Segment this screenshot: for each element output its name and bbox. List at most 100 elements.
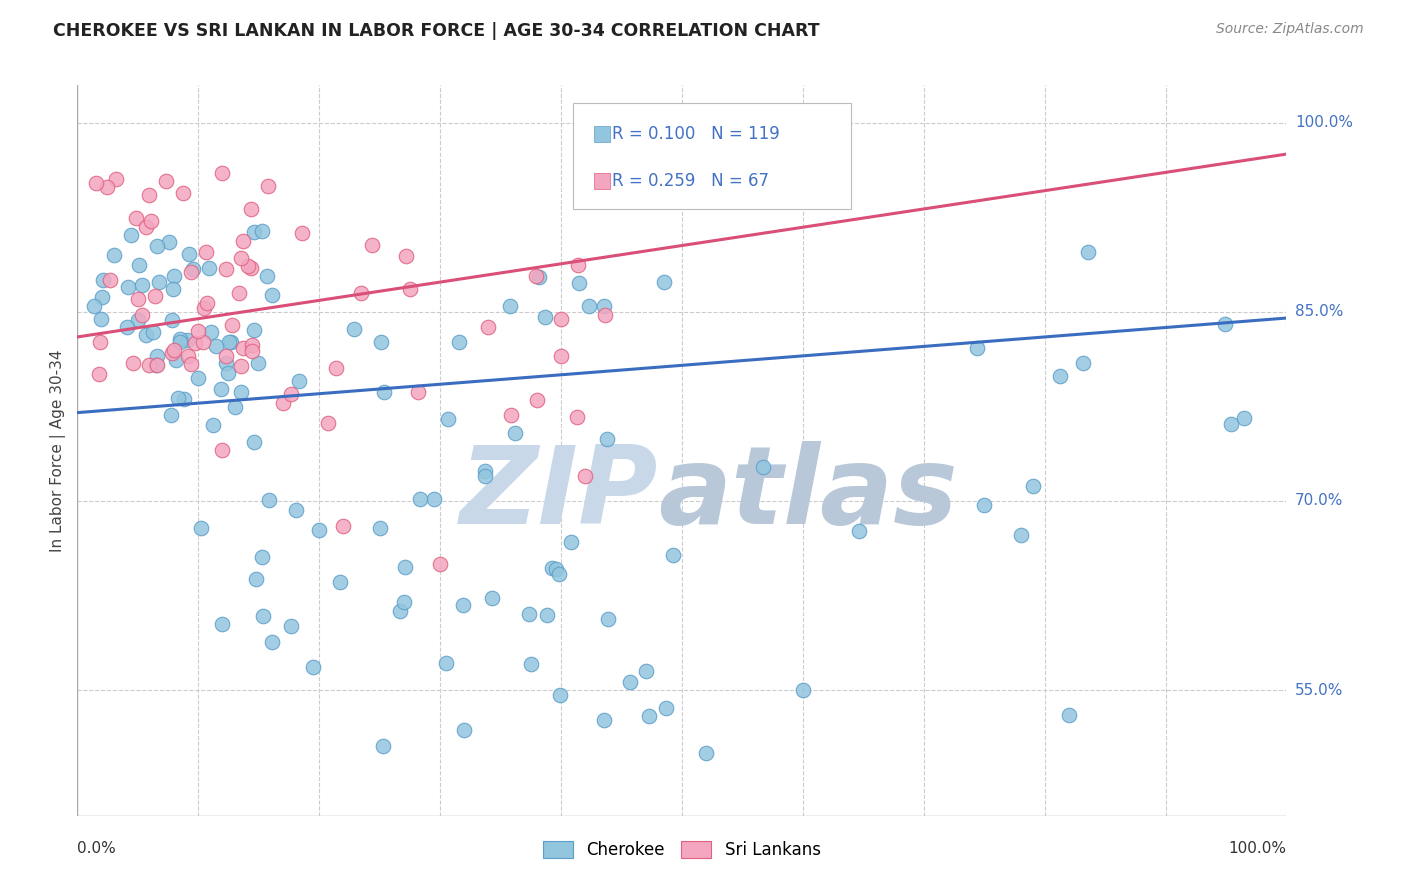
Point <box>172 186 194 201</box>
Point <box>548 688 571 702</box>
Point <box>160 313 183 327</box>
Point <box>181 261 204 276</box>
Point <box>392 595 415 609</box>
Point <box>517 607 540 622</box>
Point <box>247 356 270 370</box>
Point <box>84 177 107 191</box>
Point <box>211 443 233 458</box>
Point <box>238 259 260 273</box>
Point <box>145 358 167 372</box>
Point <box>239 202 262 216</box>
Point <box>1077 245 1099 260</box>
Point <box>1057 708 1080 723</box>
Point <box>245 573 267 587</box>
Point <box>360 238 382 252</box>
Point <box>195 295 218 310</box>
Point <box>429 557 451 571</box>
Point <box>636 664 658 678</box>
Point <box>973 498 995 512</box>
Point <box>163 343 186 357</box>
Point <box>145 358 167 372</box>
Point <box>547 567 569 582</box>
Point <box>211 617 233 632</box>
Point <box>138 187 160 202</box>
Point <box>231 384 253 399</box>
Point <box>117 280 139 294</box>
Point <box>162 346 184 360</box>
Point <box>1010 528 1032 542</box>
Point <box>169 334 191 349</box>
Point <box>165 352 187 367</box>
Point <box>474 469 496 483</box>
Point <box>329 574 352 589</box>
Point <box>90 312 112 326</box>
Text: ZIP: ZIP <box>460 442 658 548</box>
Text: R = 0.259   N = 67: R = 0.259 N = 67 <box>612 172 769 190</box>
Point <box>409 492 432 507</box>
Point <box>1049 369 1071 384</box>
Point <box>423 492 446 507</box>
Point <box>115 320 138 334</box>
Point <box>259 493 281 508</box>
Point <box>205 338 228 352</box>
Point <box>131 308 153 322</box>
Point <box>565 410 588 425</box>
Point <box>574 468 596 483</box>
Point <box>197 261 219 276</box>
Point <box>619 675 641 690</box>
Point <box>145 239 167 253</box>
Point <box>695 746 717 760</box>
Point <box>655 701 678 715</box>
Point <box>536 608 558 623</box>
Point <box>215 262 238 277</box>
Point <box>243 226 266 240</box>
Point <box>262 635 284 649</box>
Point <box>395 249 418 263</box>
Point <box>520 657 543 671</box>
Point <box>104 172 127 186</box>
Point <box>195 244 218 259</box>
Text: 70.0%: 70.0% <box>1295 493 1343 508</box>
Point <box>526 392 548 407</box>
Text: CHEROKEE VS SRI LANKAN IN LABOR FORCE | AGE 30-34 CORRELATION CHART: CHEROKEE VS SRI LANKAN IN LABOR FORCE | … <box>53 22 820 40</box>
Point <box>135 327 157 342</box>
Point <box>87 367 110 381</box>
Point <box>280 387 302 401</box>
Point <box>138 359 160 373</box>
Point <box>177 247 200 261</box>
Point <box>229 359 252 373</box>
Point <box>250 223 273 237</box>
Point <box>252 550 274 565</box>
Point <box>474 464 496 478</box>
Point <box>146 349 169 363</box>
Point <box>211 166 233 180</box>
Point <box>232 341 254 355</box>
Point <box>477 320 499 334</box>
Point <box>332 519 354 533</box>
Point <box>578 300 600 314</box>
Point <box>139 214 162 228</box>
Point <box>343 321 366 335</box>
Point <box>229 252 252 266</box>
Point <box>560 534 582 549</box>
Point <box>187 371 209 385</box>
Text: 0.0%: 0.0% <box>77 841 117 856</box>
Point <box>100 273 122 287</box>
Point <box>527 269 550 284</box>
Point <box>388 604 411 618</box>
Point <box>567 258 589 272</box>
Point <box>534 310 557 325</box>
Point <box>201 417 224 432</box>
Point <box>160 408 183 422</box>
Point <box>162 282 184 296</box>
Point <box>214 356 236 370</box>
Point <box>451 598 474 612</box>
Text: 100.0%: 100.0% <box>1229 841 1286 856</box>
Point <box>652 275 675 289</box>
Point <box>157 235 180 250</box>
Point <box>273 396 295 410</box>
Point <box>127 292 149 306</box>
Point <box>373 385 395 400</box>
Point <box>1073 356 1095 370</box>
Point <box>179 357 201 371</box>
